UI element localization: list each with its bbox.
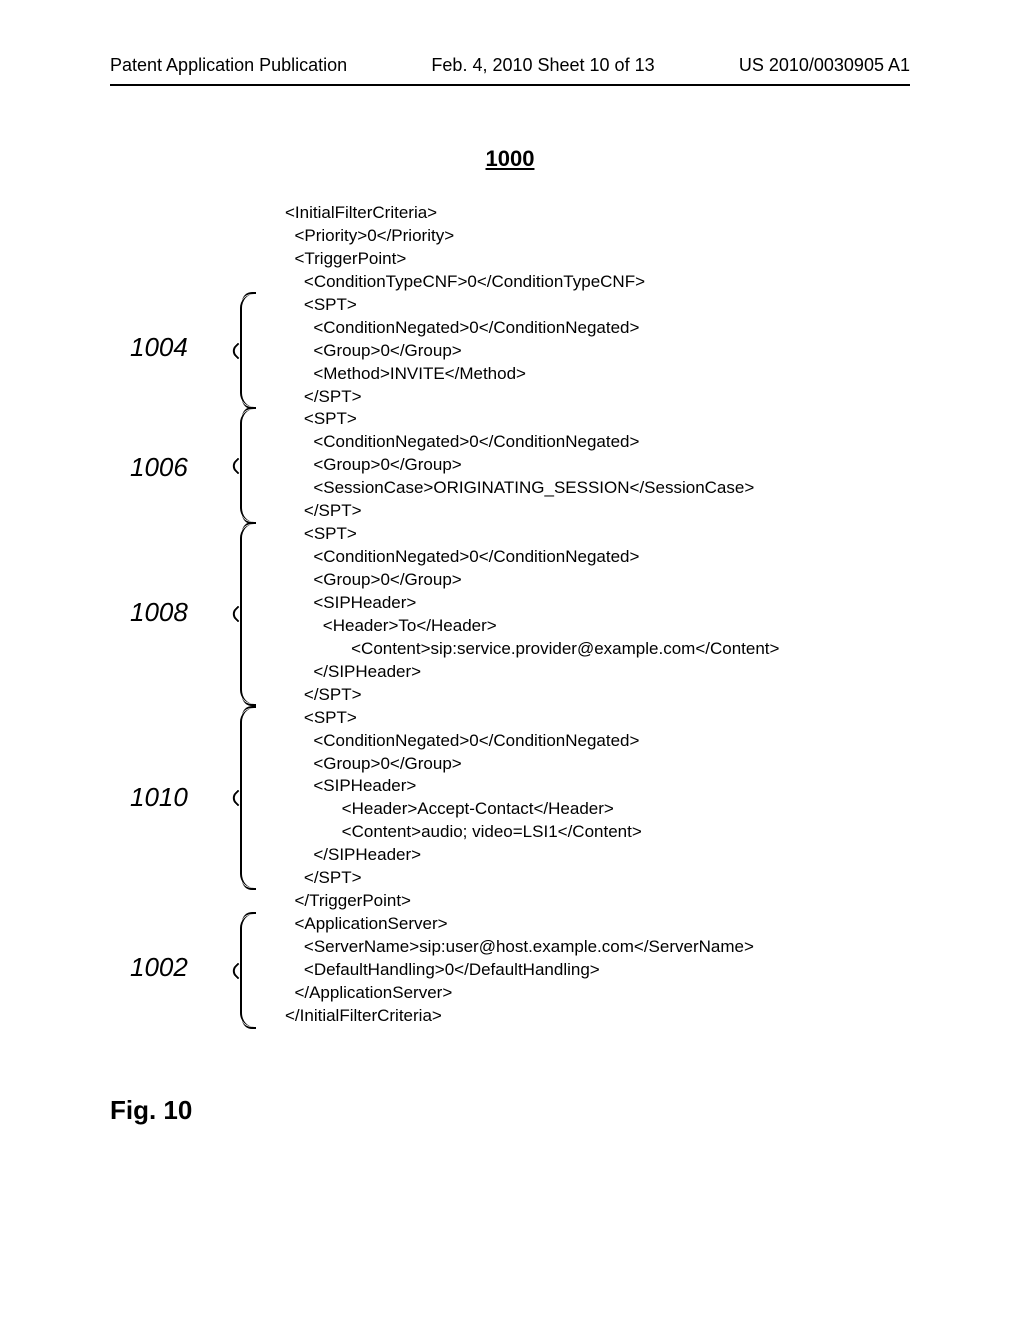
code-line: <Content>audio; video=LSI1</Content> <box>285 822 642 841</box>
header-left: Patent Application Publication <box>110 55 347 76</box>
code-line: <ServerName>sip:user@host.example.com</S… <box>285 937 754 956</box>
code-line: <ApplicationServer> <box>285 914 448 933</box>
code-line: <SIPHeader> <box>285 593 416 612</box>
brace-1004-icon <box>240 294 266 407</box>
code-line: <ConditionNegated>0</ConditionNegated> <box>285 318 639 337</box>
code-line: <ConditionTypeCNF>0</ConditionTypeCNF> <box>285 272 645 291</box>
code-line: <InitialFilterCriteria> <box>285 203 437 222</box>
code-line: </ApplicationServer> <box>285 983 452 1002</box>
code-line: <Group>0</Group> <box>285 754 462 773</box>
code-line: <Header>Accept-Contact</Header> <box>285 799 614 818</box>
ref-label-1006: 1006 <box>130 452 188 483</box>
code-line: <Priority>0</Priority> <box>285 226 454 245</box>
header-right: US 2010/0030905 A1 <box>739 55 910 76</box>
code-line: </InitialFilterCriteria> <box>285 1006 442 1025</box>
code-line: </SPT> <box>285 868 362 887</box>
code-line: <ConditionNegated>0</ConditionNegated> <box>285 731 639 750</box>
code-line: </SIPHeader> <box>285 662 421 681</box>
header-center: Feb. 4, 2010 Sheet 10 of 13 <box>347 55 739 76</box>
code-line: <SPT> <box>285 295 357 314</box>
code-line: <SPT> <box>285 524 357 543</box>
code-line: <SessionCase>ORIGINATING_SESSION</Sessio… <box>285 478 754 497</box>
code-line: <ConditionNegated>0</ConditionNegated> <box>285 547 639 566</box>
code-line: <SIPHeader> <box>285 776 416 795</box>
ref-label-1008: 1008 <box>130 597 188 628</box>
code-line: </SPT> <box>285 685 362 704</box>
code-line: <SPT> <box>285 708 357 727</box>
code-line: <ConditionNegated>0</ConditionNegated> <box>285 432 639 451</box>
code-line: </SPT> <box>285 501 362 520</box>
code-line: <Header>To</Header> <box>285 616 497 635</box>
code-line: <DefaultHandling>0</DefaultHandling> <box>285 960 600 979</box>
code-line: </SPT> <box>285 387 362 406</box>
code-line: </TriggerPoint> <box>285 891 411 910</box>
brace-1008-icon <box>240 524 266 704</box>
page-header: Patent Application Publication Feb. 4, 2… <box>110 55 910 76</box>
header-rule <box>110 84 910 86</box>
code-line: <SPT> <box>285 409 357 428</box>
figure-number: 1000 <box>110 146 910 172</box>
code-line: <TriggerPoint> <box>285 249 406 268</box>
code-line: <Content>sip:service.provider@example.co… <box>285 639 779 658</box>
code-line: <Group>0</Group> <box>285 455 462 474</box>
ref-label-1004: 1004 <box>130 332 188 363</box>
xml-code-block: <InitialFilterCriteria> <Priority>0</Pri… <box>285 202 779 1028</box>
code-line: <Group>0</Group> <box>285 341 462 360</box>
brace-1002-icon <box>240 914 266 1027</box>
figure-caption: Fig. 10 <box>110 1095 192 1126</box>
ref-label-1002: 1002 <box>130 952 188 983</box>
ref-label-1010: 1010 <box>130 782 188 813</box>
code-line: <Method>INVITE</Method> <box>285 364 526 383</box>
code-line: <Group>0</Group> <box>285 570 462 589</box>
code-line: </SIPHeader> <box>285 845 421 864</box>
brace-1006-icon <box>240 409 266 522</box>
brace-1010-icon <box>240 708 266 888</box>
